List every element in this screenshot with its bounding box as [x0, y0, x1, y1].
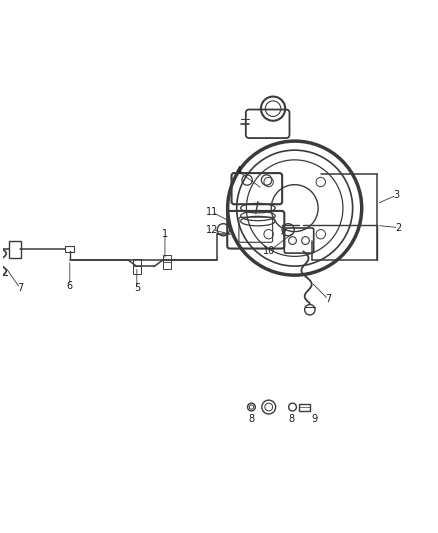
Text: 7: 7 — [325, 294, 332, 304]
Text: 8: 8 — [248, 414, 254, 424]
Text: 3: 3 — [393, 190, 399, 200]
Text: 10: 10 — [263, 246, 275, 256]
Circle shape — [249, 405, 254, 409]
Bar — [133, 260, 141, 273]
Text: 7: 7 — [17, 283, 23, 293]
Bar — [66, 246, 74, 252]
Text: 12: 12 — [206, 225, 219, 235]
Text: 2: 2 — [396, 223, 402, 232]
Text: 5: 5 — [134, 283, 140, 293]
Bar — [9, 240, 21, 258]
Bar — [163, 255, 171, 269]
Text: 11: 11 — [206, 207, 219, 217]
Text: 6: 6 — [67, 281, 73, 291]
Text: 4: 4 — [235, 166, 241, 176]
Text: 9: 9 — [311, 414, 317, 424]
Text: 8: 8 — [289, 414, 295, 424]
Bar — [299, 403, 310, 410]
Text: 1: 1 — [162, 229, 168, 239]
